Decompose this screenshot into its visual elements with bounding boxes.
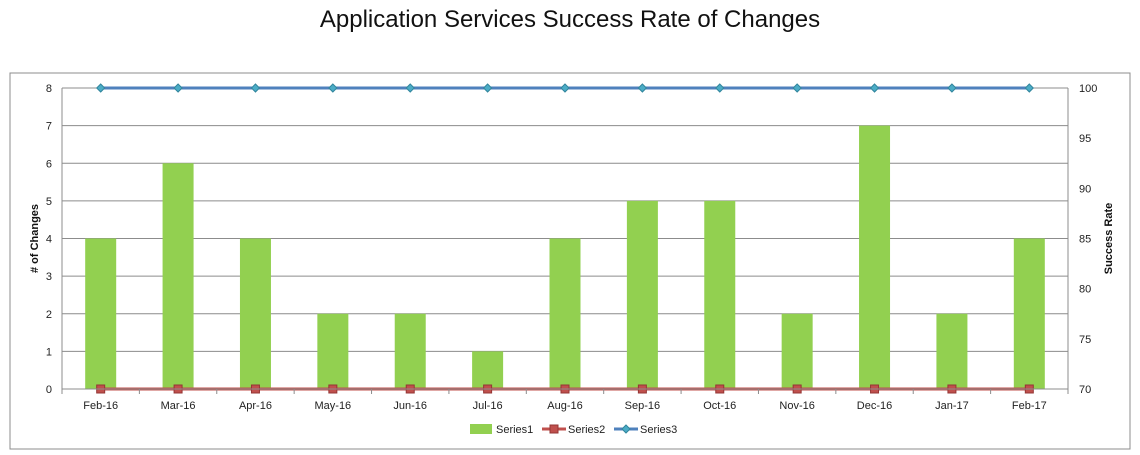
bar-Oct-16 <box>704 200 736 389</box>
y2-tick-label: 100 <box>1079 83 1097 95</box>
bar-Dec-16 <box>859 125 891 389</box>
point-Series3 <box>482 83 493 93</box>
y-tick-label: 3 <box>46 271 52 283</box>
point-Series3 <box>173 83 183 93</box>
y2-tick-label: 70 <box>1079 384 1091 396</box>
legend-marker-Series2 <box>549 424 559 434</box>
legend-swatch-Series1 <box>470 424 492 434</box>
x-tick-label: Dec-16 <box>857 400 892 412</box>
x-tick-label: Aug-16 <box>547 400 582 412</box>
x-tick-label: Sep-16 <box>625 400 660 412</box>
bar-Jun-16 <box>394 313 426 389</box>
bar-Feb-17 <box>1013 238 1045 389</box>
y2-tick-label: 90 <box>1079 183 1091 195</box>
y-axis-title: # of Changes <box>29 204 41 273</box>
y-tick-label: 5 <box>46 196 52 208</box>
x-tick-label: Apr-16 <box>239 400 272 412</box>
point-Series3 <box>792 83 802 93</box>
point-Series3 <box>637 83 648 93</box>
point-Series3 <box>95 83 106 93</box>
y-tick-label: 8 <box>46 83 52 95</box>
y2-tick-label: 85 <box>1079 234 1091 246</box>
x-tick-label: May-16 <box>315 400 352 412</box>
x-tick-label: Jul-16 <box>473 400 503 412</box>
point-Series3 <box>715 83 725 93</box>
chart-title: Application Services Success Rate of Cha… <box>319 6 821 33</box>
point-Series3 <box>869 83 880 93</box>
y-tick-label: 6 <box>46 158 52 170</box>
x-tick-label: Nov-16 <box>779 400 814 412</box>
y-tick-label: 2 <box>46 309 52 321</box>
x-tick-label: Jan-17 <box>935 400 969 412</box>
axes: 0 1 2 3 4 5 6 7 8 70 75 80 85 90 95 100 Feb-16 Mar-16 Apr-… <box>29 83 1115 412</box>
bar-Nov-16 <box>781 313 813 389</box>
chart-area-border <box>9 72 1131 450</box>
point-Series3 <box>405 83 415 93</box>
x-tick-label: Mar-16 <box>161 400 196 412</box>
bar-Feb-16 <box>85 238 117 389</box>
x-tick-label: Feb-17 <box>1012 400 1047 412</box>
x-tick-label: Feb-16 <box>83 400 118 412</box>
legend-label-Series2: Series2 <box>568 424 605 436</box>
y2-tick-label: 75 <box>1079 334 1091 346</box>
point-Series3 <box>560 83 570 93</box>
legend-marker-Series3 <box>621 424 631 434</box>
x-tick-label: Jun-16 <box>393 400 427 412</box>
bar-series <box>85 125 1045 389</box>
point-Series3 <box>328 83 338 93</box>
legend: Series1 Series2 Series3 <box>470 424 677 436</box>
y-tick-label: 0 <box>46 384 52 396</box>
point-Series3 <box>1024 83 1035 93</box>
point-Series3 <box>947 83 957 93</box>
bar-Jan-17 <box>936 313 968 389</box>
y2-axis-title: Success Rate <box>1103 203 1115 275</box>
y-tick-label: 4 <box>46 234 52 246</box>
bar-May-16 <box>317 313 349 389</box>
bar-Aug-16 <box>549 238 581 389</box>
y2-tick-label: 80 <box>1079 284 1091 296</box>
bar-Jul-16 <box>472 351 504 389</box>
bar-Mar-16 <box>162 163 194 389</box>
y-tick-label: 7 <box>46 121 52 133</box>
x-tick-label: Oct-16 <box>703 400 736 412</box>
legend-label-Series1: Series1 <box>496 424 533 436</box>
bar-Apr-16 <box>239 238 271 389</box>
y-tick-label: 1 <box>46 346 52 358</box>
legend-label-Series3: Series3 <box>640 424 677 436</box>
y2-tick-label: 95 <box>1079 133 1091 145</box>
point-Series3 <box>250 83 261 93</box>
bar-Sep-16 <box>626 200 658 389</box>
